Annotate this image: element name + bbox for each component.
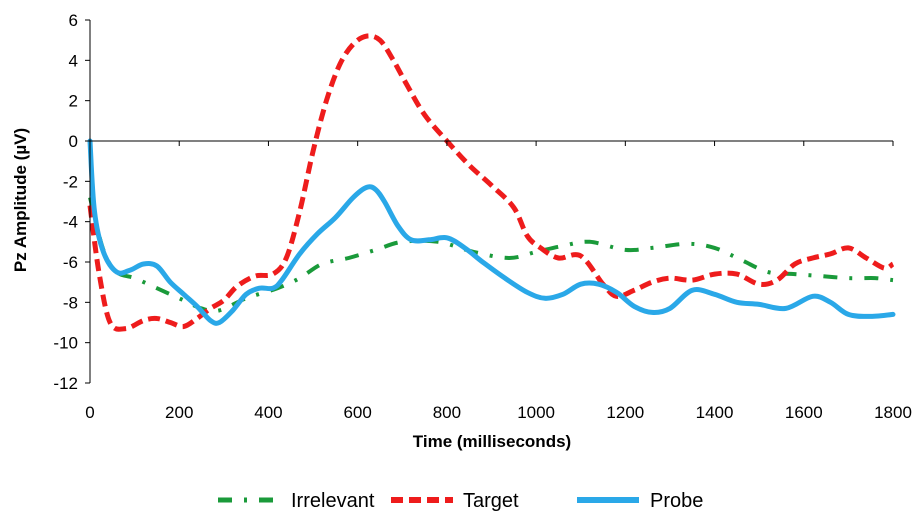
x-axis-ticks: 0 200 400 600 800 1000 1200 1400 1600 1800 (85, 141, 912, 422)
y-tick-label: 2 (69, 92, 78, 111)
legend-label-target: Target (463, 490, 519, 512)
y-tick-label: -2 (63, 172, 78, 191)
y-tick-label: -10 (53, 334, 78, 353)
x-tick-label: 1800 (874, 403, 912, 422)
y-tick-label: -8 (63, 293, 78, 312)
series-line-target (87, 33, 895, 332)
x-tick-label: 1000 (517, 403, 555, 422)
y-tick-label: 4 (69, 51, 78, 70)
series-line-irrelevant (88, 197, 894, 314)
legend-label-irrelevant: Irrelevant (291, 490, 375, 512)
plot-area (87, 33, 896, 332)
y-tick-label: -4 (63, 213, 78, 232)
x-tick-label: 400 (254, 403, 282, 422)
y-axis-title: Pz Amplitude (µV) (11, 128, 30, 272)
x-tick-label: 1600 (785, 403, 823, 422)
legend: Irrelevant Target Probe (218, 490, 703, 512)
y-tick-label: 0 (69, 132, 78, 151)
x-tick-label: 800 (433, 403, 461, 422)
x-tick-label: 200 (165, 403, 193, 422)
x-tick-label: 0 (85, 403, 94, 422)
y-tick-label: -6 (63, 253, 78, 272)
x-tick-label: 600 (343, 403, 371, 422)
legend-label-probe: Probe (650, 490, 703, 512)
x-axis-title: Time (milliseconds) (413, 432, 571, 451)
y-tick-label: -12 (53, 374, 78, 393)
y-tick-label: 6 (69, 11, 78, 30)
y-axis-ticks: 6 4 2 0 -2 -4 -6 -8 -10 -12 (53, 11, 90, 393)
x-tick-label: 1200 (606, 403, 644, 422)
x-tick-label: 1400 (696, 403, 734, 422)
series-line-probe (87, 138, 896, 326)
